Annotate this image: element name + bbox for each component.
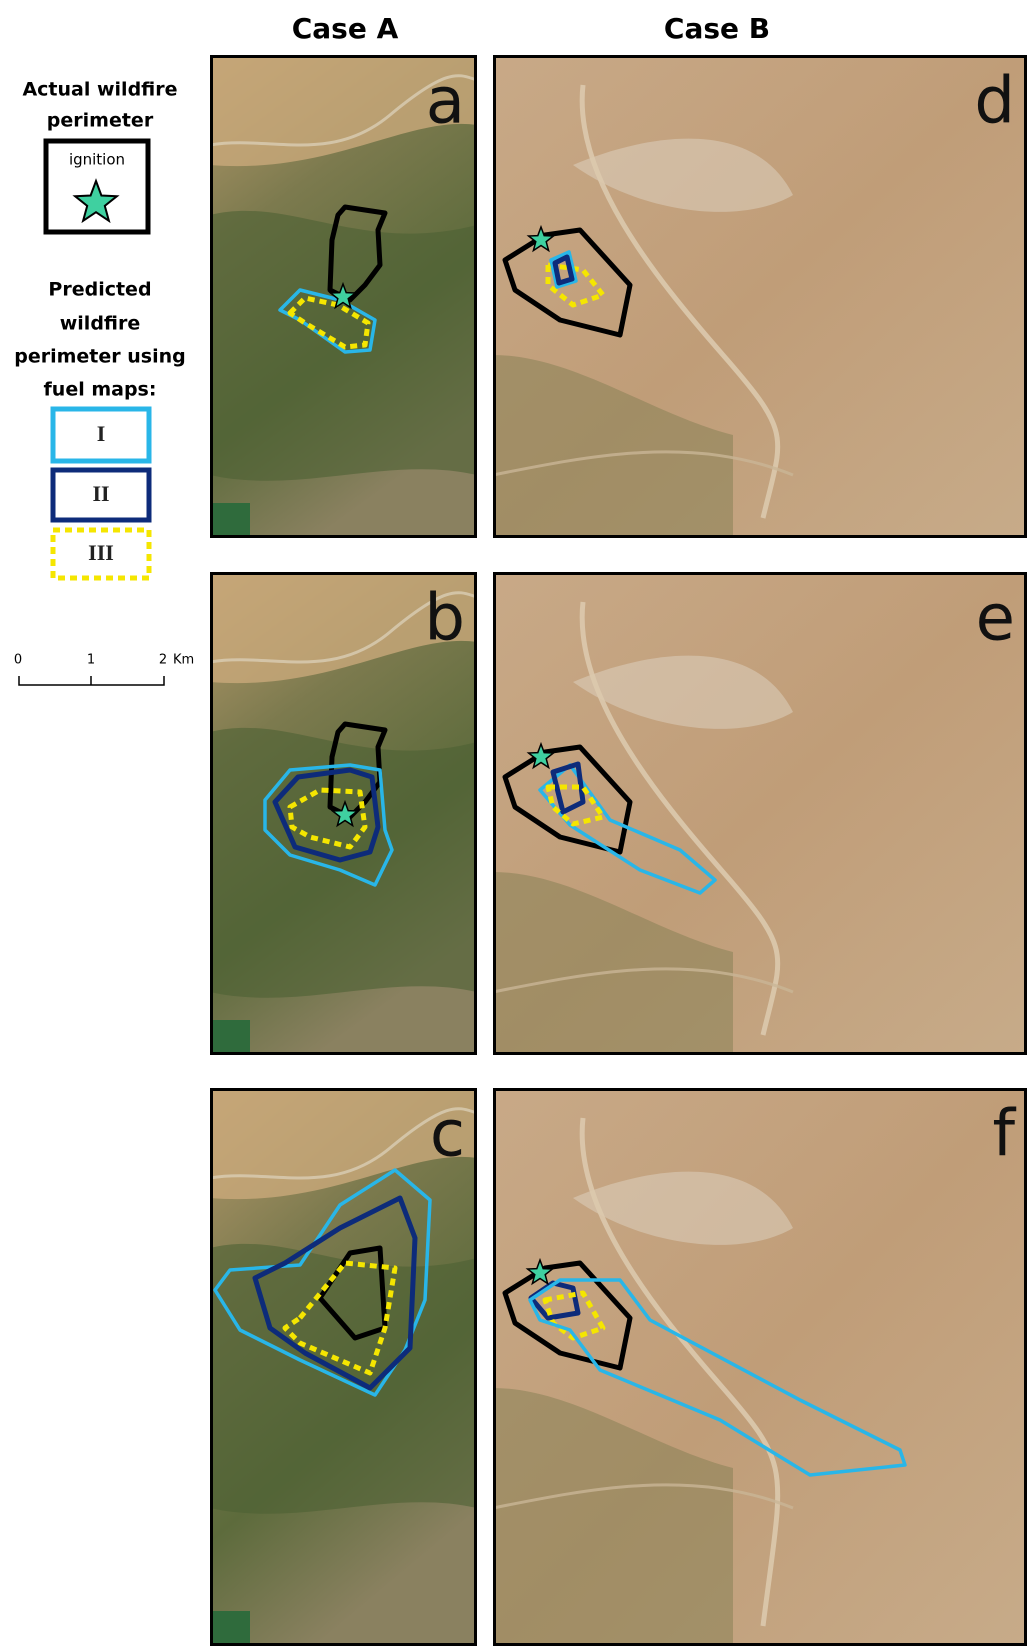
scale-unit: Km bbox=[173, 653, 194, 668]
forest bbox=[210, 728, 477, 998]
map-panel: b bbox=[210, 572, 477, 1055]
legend-title: Predicted bbox=[48, 279, 151, 301]
farm-strip bbox=[210, 1611, 250, 1646]
map-panel: d bbox=[493, 55, 1027, 538]
panel-letter: f bbox=[992, 1098, 1016, 1172]
panel-letter: b bbox=[424, 582, 465, 656]
column-header: Case A bbox=[292, 12, 399, 45]
map-panel: c bbox=[210, 1088, 477, 1646]
legend-label: I bbox=[97, 421, 106, 446]
satellite-image bbox=[493, 55, 1027, 538]
column-header: Case B bbox=[664, 12, 770, 45]
farm-strip bbox=[210, 1020, 250, 1055]
panel-letter: a bbox=[426, 65, 465, 139]
map-panel: a bbox=[210, 55, 477, 538]
legend-title: fuel maps: bbox=[44, 379, 157, 401]
scale-label: 1 bbox=[87, 653, 95, 668]
legend-label: II bbox=[92, 481, 109, 506]
panel-letter: c bbox=[430, 1098, 465, 1172]
satellite-image bbox=[210, 1088, 477, 1646]
legend-ignition: ignition bbox=[69, 151, 125, 169]
legend-label: III bbox=[88, 540, 114, 565]
scale-label: 0 bbox=[14, 653, 22, 668]
panel-letter: e bbox=[976, 582, 1015, 656]
legend-title: perimeter bbox=[47, 110, 154, 132]
legend-title: perimeter using bbox=[14, 346, 185, 368]
panel-letter: d bbox=[974, 65, 1015, 139]
legend-title: Actual wildfire bbox=[22, 79, 177, 101]
map-panel: e bbox=[493, 572, 1027, 1055]
satellite-image bbox=[493, 572, 1027, 1055]
figure: Case A Case B Actual wildfire perimeter … bbox=[0, 0, 1029, 1646]
satellite-image bbox=[493, 1088, 1027, 1646]
legend-star bbox=[75, 181, 117, 221]
scale-label: 2 bbox=[159, 653, 167, 668]
farm-strip bbox=[210, 503, 250, 538]
map-panel: f bbox=[493, 1088, 1027, 1646]
scale-bar bbox=[19, 676, 164, 685]
legend-title: wildfire bbox=[60, 313, 141, 335]
